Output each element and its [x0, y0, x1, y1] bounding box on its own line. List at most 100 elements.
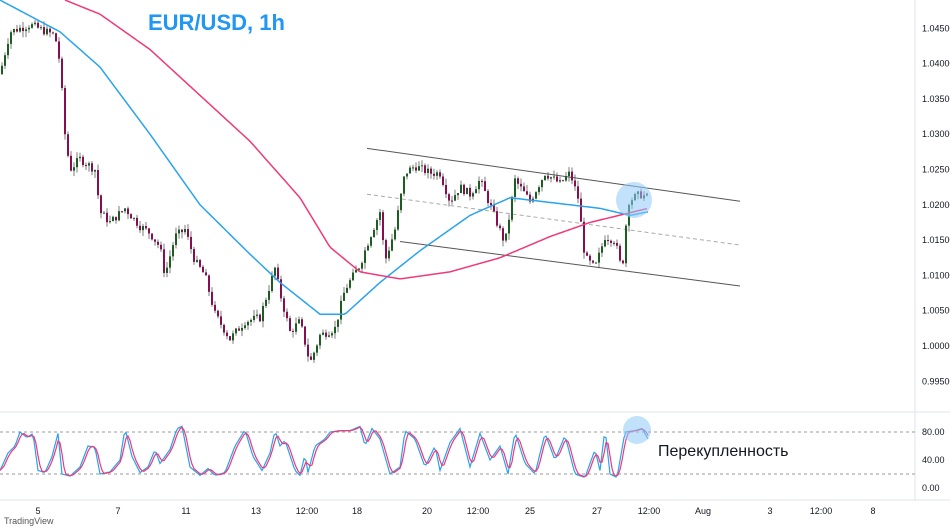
- candle-body: [244, 325, 246, 328]
- x-tick-label: Aug: [695, 506, 711, 516]
- candle-body: [397, 210, 399, 230]
- y-tick-label: 1.00500: [922, 306, 950, 316]
- candle-body: [145, 226, 147, 229]
- candle-body: [100, 195, 102, 214]
- x-tick-label: 3: [767, 506, 772, 516]
- candle-body: [535, 192, 537, 199]
- candle-body: [112, 216, 114, 222]
- y-tick-label: 1.01000: [922, 270, 950, 280]
- candle-body: [379, 212, 381, 221]
- y-tick-label: 1.04500: [922, 23, 950, 33]
- candle-body: [463, 184, 465, 195]
- candle-body: [622, 260, 624, 264]
- highlight-circle-oscillator: [623, 416, 651, 444]
- candle-body: [163, 249, 165, 273]
- candle-body: [283, 298, 285, 312]
- candle-body: [490, 202, 492, 206]
- candle-body: [358, 268, 360, 270]
- ma-slow-line: [64, 0, 648, 280]
- candle-body: [70, 155, 72, 171]
- candle-body: [406, 173, 408, 177]
- candle-body: [538, 187, 540, 193]
- candle-body: [25, 29, 27, 32]
- x-tick-label: 12:00: [638, 506, 661, 516]
- candle-body: [364, 250, 366, 263]
- candle-body: [274, 267, 276, 276]
- x-tick-label: 18: [352, 506, 362, 516]
- candle-body: [580, 198, 582, 222]
- candle-body: [595, 262, 597, 264]
- candle-body: [301, 319, 303, 327]
- candle-body: [88, 163, 90, 166]
- candle-body: [67, 134, 69, 156]
- candle-body: [415, 167, 417, 171]
- candle-body: [412, 167, 414, 169]
- candle-body: [154, 239, 156, 242]
- candle-body: [223, 324, 225, 333]
- x-tick-label: 8: [870, 506, 875, 516]
- candle-body: [328, 335, 330, 337]
- candle-body: [256, 314, 258, 316]
- candle-body: [454, 195, 456, 201]
- candle-body: [136, 217, 138, 226]
- x-tick-label: 11: [181, 506, 190, 516]
- candle-body: [178, 229, 180, 234]
- candle-body: [199, 259, 201, 267]
- candle-body: [130, 214, 132, 219]
- candle-body: [259, 314, 261, 322]
- candle-body: [28, 27, 30, 30]
- candle-body: [208, 275, 210, 292]
- candle-body: [238, 328, 240, 331]
- candle-body: [43, 27, 45, 35]
- candle-body: [481, 180, 483, 182]
- candle-body: [376, 220, 378, 230]
- candle-body: [451, 200, 453, 202]
- osc-tick-label: 0.00: [922, 483, 940, 493]
- candle-body: [109, 221, 111, 223]
- candle-body: [520, 183, 522, 187]
- candle-body: [586, 252, 588, 256]
- candle-body: [598, 252, 600, 263]
- candle-body: [319, 334, 321, 346]
- y-tick-label: 1.02000: [922, 200, 950, 210]
- candle-body: [331, 333, 333, 336]
- candle-body: [292, 330, 294, 332]
- candle-body: [592, 260, 594, 263]
- candle-body: [367, 245, 369, 251]
- candle-body: [436, 172, 438, 176]
- candle-body: [505, 233, 507, 241]
- y-tick-label: 1.01500: [922, 235, 950, 245]
- candle-body: [616, 242, 618, 246]
- candle-body: [493, 205, 495, 212]
- candle-body: [385, 240, 387, 259]
- candle-body: [466, 187, 468, 195]
- y-tick-label: 1.03500: [922, 94, 950, 104]
- candle-body: [484, 181, 486, 192]
- candle-body: [202, 266, 204, 273]
- candle-body: [469, 187, 471, 197]
- candle-body: [511, 196, 513, 220]
- candle-body: [418, 166, 420, 171]
- candle-body: [526, 191, 528, 195]
- candle-body: [193, 249, 195, 262]
- candle-body: [277, 267, 279, 280]
- candle-body: [139, 225, 141, 231]
- candle-body: [349, 280, 351, 288]
- candle-body: [16, 29, 18, 32]
- candle-body: [577, 186, 579, 199]
- candle-body: [250, 319, 252, 322]
- candle-body: [172, 245, 174, 257]
- candle-body: [427, 168, 429, 173]
- candle-body: [373, 229, 375, 238]
- candle-body: [58, 41, 60, 59]
- candle-body: [448, 194, 450, 201]
- candle-body: [430, 168, 432, 174]
- candle-body: [118, 211, 120, 221]
- candle-body: [298, 319, 300, 324]
- candle-body: [313, 352, 315, 360]
- candle-body: [508, 219, 510, 234]
- candle-body: [337, 319, 339, 327]
- osc-tick-label: 80.00: [922, 427, 945, 437]
- candle-body: [280, 279, 282, 299]
